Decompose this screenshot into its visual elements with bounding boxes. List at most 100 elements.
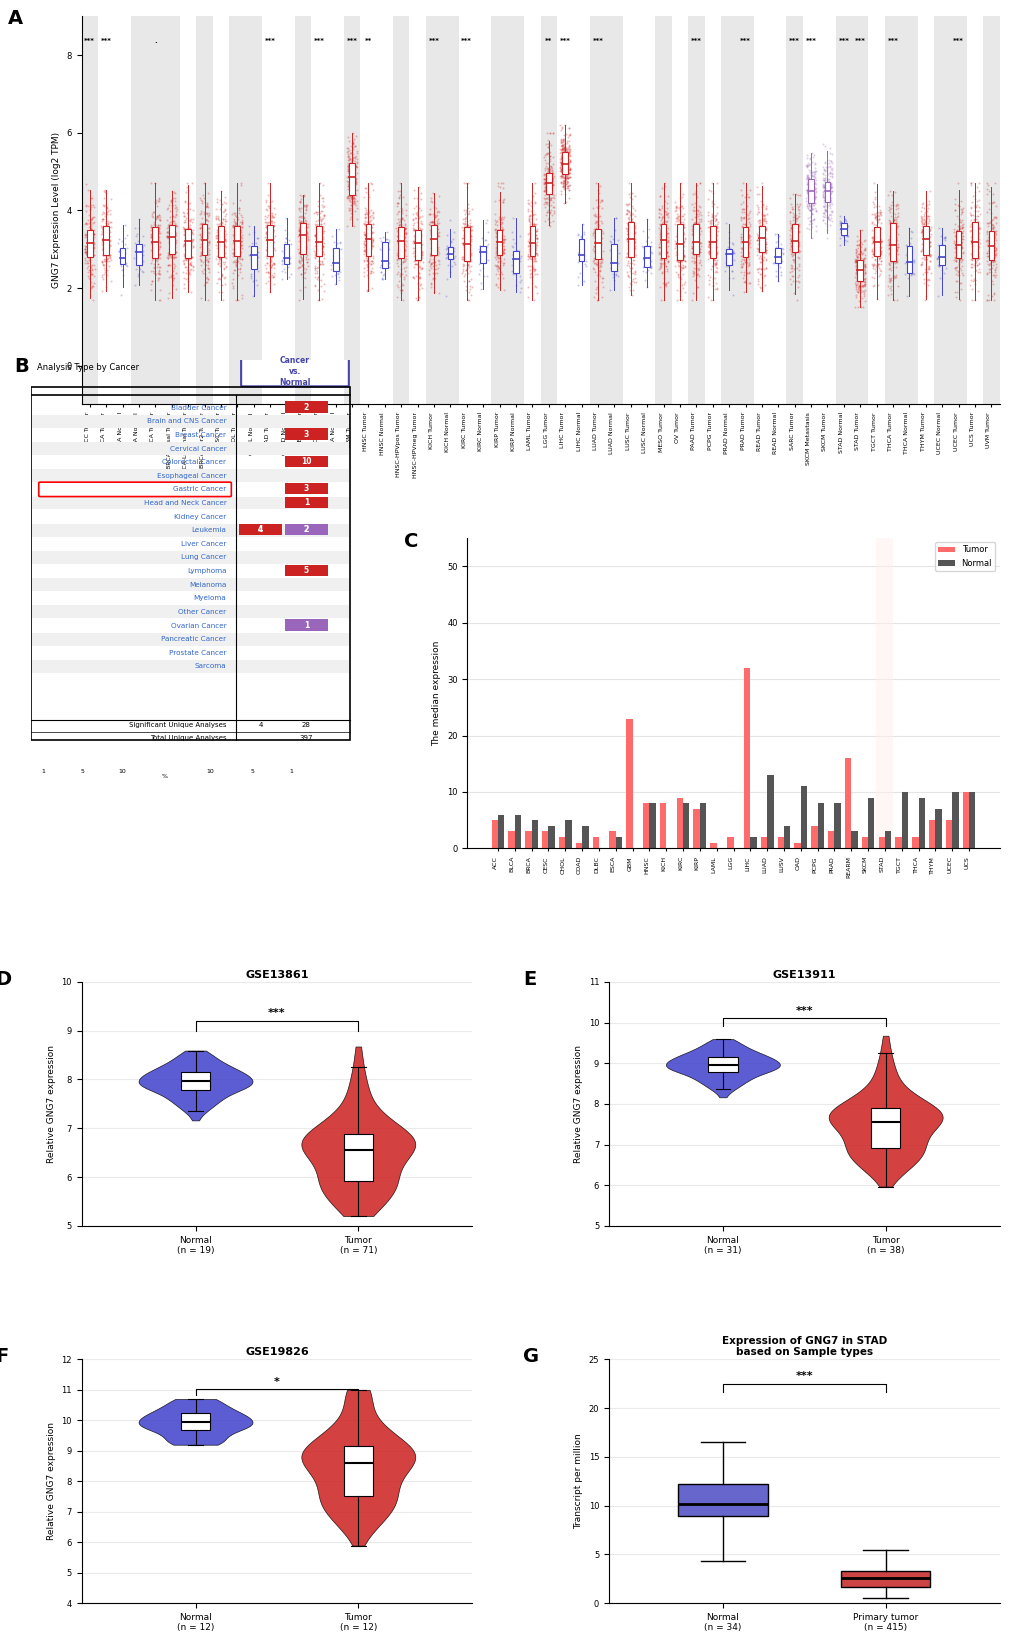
Point <box>489 227 505 254</box>
Point <box>986 242 1003 268</box>
Point <box>474 236 490 262</box>
Point <box>985 219 1002 245</box>
Point <box>488 226 504 252</box>
Point <box>163 224 179 250</box>
Point <box>915 201 931 227</box>
Point <box>407 224 423 250</box>
Point <box>576 219 592 245</box>
Point <box>821 175 838 201</box>
Point <box>166 244 182 270</box>
Point <box>589 249 605 275</box>
Point <box>424 265 440 291</box>
Point <box>261 252 277 278</box>
Point <box>853 272 869 298</box>
Point <box>790 244 806 270</box>
Point <box>751 232 767 258</box>
Point <box>177 232 194 258</box>
Point <box>294 222 311 249</box>
Point <box>886 263 902 290</box>
Point <box>916 255 932 281</box>
Point <box>389 178 406 204</box>
Point <box>523 198 539 224</box>
Point <box>737 236 753 262</box>
Point <box>315 201 331 227</box>
Point <box>952 245 968 272</box>
Point <box>390 222 407 249</box>
Point <box>86 242 102 268</box>
Point <box>853 239 869 265</box>
Point <box>556 157 573 183</box>
Point <box>557 146 574 172</box>
Point <box>323 222 339 249</box>
Point <box>883 240 900 267</box>
Point <box>146 234 162 260</box>
Point <box>391 182 408 208</box>
Point <box>397 245 414 272</box>
Point <box>676 268 692 294</box>
Point <box>491 209 507 236</box>
Point <box>229 262 246 288</box>
Point <box>966 193 982 219</box>
Point <box>805 169 821 195</box>
Point <box>554 170 571 196</box>
Point <box>258 190 274 216</box>
Bar <box>507 831 515 849</box>
Point <box>341 206 358 232</box>
Point <box>99 227 115 254</box>
Point <box>492 211 508 237</box>
Point <box>784 219 800 245</box>
Point <box>300 214 316 240</box>
Point <box>192 216 208 242</box>
Point <box>82 257 98 283</box>
Point <box>554 154 571 180</box>
Point <box>785 242 801 268</box>
Point <box>847 260 863 286</box>
Point <box>852 278 868 304</box>
Point <box>820 180 837 206</box>
Point <box>373 255 389 281</box>
Point <box>194 222 210 249</box>
Point <box>346 147 363 173</box>
Point <box>804 175 820 201</box>
Point <box>99 239 115 265</box>
Point <box>114 257 130 283</box>
Point <box>347 182 364 208</box>
Point <box>884 265 901 291</box>
Point <box>496 236 513 262</box>
Point <box>916 245 932 272</box>
Point <box>801 178 817 204</box>
Point <box>671 249 687 275</box>
Bar <box>626 718 632 849</box>
Point <box>331 229 347 255</box>
Point <box>211 232 227 258</box>
Point <box>229 247 246 273</box>
Point <box>542 185 558 211</box>
Point <box>557 169 574 195</box>
Point <box>801 175 817 201</box>
Point <box>94 229 110 255</box>
Point <box>292 182 309 208</box>
Point <box>298 214 314 240</box>
Y-axis label: GNG7 Expression Level (log2 TPM): GNG7 Expression Level (log2 TPM) <box>52 133 61 288</box>
Point <box>625 211 641 237</box>
Point <box>101 224 117 250</box>
Point <box>477 209 493 236</box>
Point <box>850 231 866 257</box>
Bar <box>540 16 556 404</box>
Point <box>265 218 281 244</box>
Point <box>736 242 752 268</box>
Point <box>815 175 832 201</box>
Point <box>787 213 803 239</box>
Point <box>871 226 888 252</box>
Point <box>359 221 375 247</box>
Point <box>607 260 624 286</box>
Point <box>559 151 576 177</box>
Point <box>457 201 473 227</box>
Point <box>979 172 996 198</box>
Point <box>708 260 725 286</box>
Point <box>246 219 262 245</box>
Point <box>818 193 835 219</box>
Point <box>592 208 608 234</box>
Point <box>175 200 192 226</box>
Point <box>620 240 636 267</box>
